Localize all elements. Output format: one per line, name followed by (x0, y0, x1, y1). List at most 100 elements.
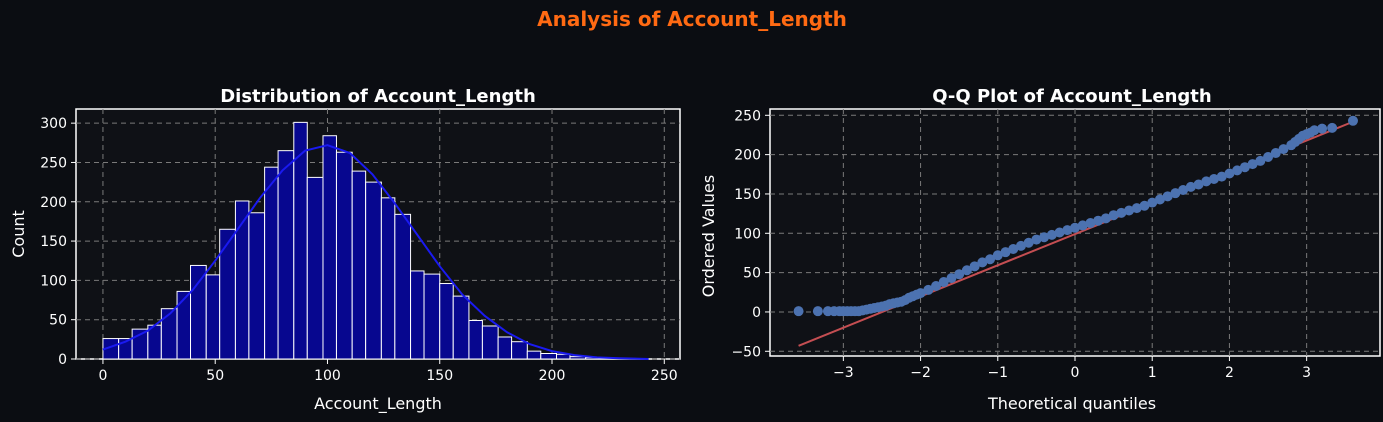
qq-point (1108, 210, 1119, 221)
qq-y-tick-label: 50 (743, 266, 761, 282)
histogram-bar (468, 319, 483, 360)
qq-point (954, 269, 965, 280)
qq-point (1093, 215, 1104, 226)
qq-y-tick-label: 100 (734, 226, 761, 242)
qq-x-label: Theoretical quantiles (987, 394, 1156, 413)
qq-panel: Q-Q Plot of Account_Length Theoretical q… (699, 86, 1381, 413)
histogram-bar (439, 283, 454, 360)
qq-point (1008, 244, 1019, 255)
qq-x-tick-label: 3 (1302, 365, 1311, 381)
histogram-y-tick-label: 200 (40, 195, 67, 211)
qq-point (1085, 218, 1096, 229)
histogram-bar (205, 274, 221, 360)
histogram-x-tick-label: 0 (98, 368, 107, 384)
qq-point (1023, 237, 1034, 248)
histogram-bar (306, 176, 324, 360)
qq-point (946, 273, 957, 284)
qq-point (1015, 240, 1026, 251)
histogram-bar (511, 341, 528, 360)
histogram-bar (160, 308, 178, 360)
histogram-panel: Distribution of Account_Length Account_L… (9, 86, 681, 414)
histogram-x-tick-label: 150 (426, 368, 453, 384)
qq-point (1131, 203, 1142, 214)
histogram-y-tick-label: 300 (40, 116, 67, 132)
histogram-bar (481, 325, 499, 360)
qq-point (1054, 227, 1065, 238)
histogram-x-tick-label: 250 (651, 368, 678, 384)
qq-point (1347, 115, 1358, 126)
qq-x-tick-label: 2 (1225, 365, 1234, 381)
qq-point (1255, 155, 1266, 166)
qq-point (1147, 197, 1158, 208)
qq-point (1077, 220, 1088, 231)
qq-point (938, 277, 949, 288)
qq-y-tick-label: 200 (734, 148, 761, 164)
qq-point (1154, 194, 1165, 205)
qq-point (1309, 125, 1320, 136)
histogram-bars (102, 121, 629, 360)
qq-point (992, 250, 1003, 261)
histogram-bar (176, 290, 192, 360)
qq-point (931, 280, 942, 291)
qq-point (977, 257, 988, 268)
qq-x-tick-label: −3 (833, 365, 854, 381)
qq-y-tick-label: 150 (734, 187, 761, 203)
qq-points (793, 115, 1358, 317)
qq-ticks: −3 −2 −1 0 1 2 3 −50 0 50 100 150 200 250 (731, 108, 1311, 381)
histogram-bar (423, 273, 441, 360)
qq-point (1216, 171, 1227, 182)
histogram-bar (351, 170, 367, 360)
histogram-x-tick-label: 50 (206, 368, 224, 384)
qq-point (1232, 165, 1243, 176)
qq-point (961, 265, 972, 276)
qq-point (1278, 144, 1289, 155)
histogram-bar (394, 213, 412, 360)
qq-x-tick-label: 0 (1071, 365, 1080, 381)
histogram-y-label: Count (9, 210, 28, 258)
histogram-bar (190, 264, 207, 360)
qq-point (1201, 176, 1212, 187)
histogram-x-tick-label: 200 (539, 368, 566, 384)
histogram-bar (380, 197, 396, 360)
histogram-bar (526, 350, 542, 360)
qq-x-tick-label: 1 (1148, 365, 1157, 381)
histogram-bar (277, 150, 295, 360)
histogram-bar (497, 336, 513, 360)
qq-point (1070, 222, 1080, 233)
qq-point (923, 284, 934, 295)
histogram-bar (556, 353, 571, 360)
qq-point (1116, 207, 1127, 218)
qq-x-tick-label: −2 (910, 365, 931, 381)
histogram-bar (540, 352, 558, 360)
qq-point (793, 306, 804, 317)
figure-title: Analysis of Account_Length (537, 7, 847, 31)
histogram-title: Distribution of Account_Length (220, 86, 536, 107)
qq-point (1270, 148, 1281, 159)
histogram-bar (248, 212, 266, 360)
qq-point (1170, 188, 1181, 199)
histogram-bar (219, 228, 236, 360)
qq-point (1193, 179, 1204, 190)
qq-y-tick-label: 250 (734, 108, 761, 124)
histogram-kde-line (102, 144, 649, 360)
qq-x-tick-label: −1 (987, 365, 1008, 381)
qq-point (1317, 123, 1328, 134)
histogram-y-tick-label: 250 (40, 155, 67, 171)
qq-point (915, 288, 926, 299)
histogram-bar (322, 135, 337, 360)
qq-point (812, 306, 823, 317)
histogram-x-label: Account_Length (314, 394, 442, 414)
histogram-bar (264, 166, 279, 360)
qq-point (985, 254, 996, 265)
histogram-x-tick-label: 100 (314, 368, 341, 384)
histogram-y-tick-label: 150 (40, 234, 67, 250)
qq-point (1263, 151, 1274, 162)
qq-point (1046, 229, 1057, 240)
qq-y-tick-label: 0 (752, 305, 761, 321)
qq-point (969, 261, 980, 272)
histogram-bar (365, 181, 382, 360)
histogram-y-tick-label: 100 (40, 273, 67, 289)
histogram-ticks: 0 50 100 150 200 250 0 50 100 150 200 250 300 (40, 116, 677, 384)
